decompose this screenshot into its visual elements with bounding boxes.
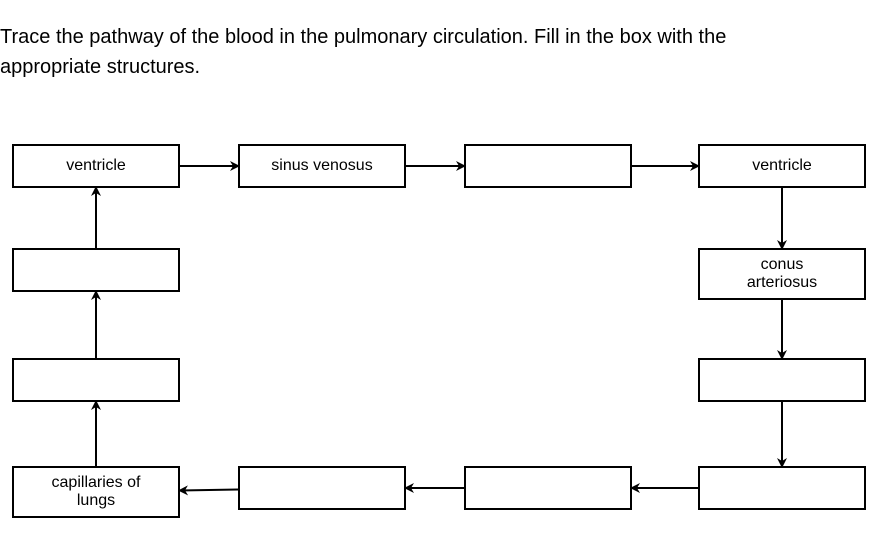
flow-box-n3 — [464, 144, 632, 188]
flow-box-n8 — [464, 466, 632, 510]
flow-box-n4: ventricle — [698, 144, 866, 188]
instruction-text: Trace the pathway of the blood in the pu… — [0, 22, 860, 82]
flow-box-n6 — [698, 358, 866, 402]
flow-box-label: conus arteriosus — [747, 256, 817, 293]
flow-box-n5: conus arteriosus — [698, 248, 866, 300]
flow-arrow — [180, 489, 238, 490]
flow-box-label: ventricle — [752, 157, 812, 175]
flow-box-n7 — [698, 466, 866, 510]
flow-box-n12 — [12, 248, 180, 292]
flow-box-n10: capillaries of lungs — [12, 466, 180, 518]
flow-box-n9 — [238, 466, 406, 510]
flow-box-label: ventricle — [66, 157, 126, 175]
flow-box-n2: sinus venosus — [238, 144, 406, 188]
flow-box-n1: ventricle — [12, 144, 180, 188]
flow-box-label: capillaries of lungs — [52, 474, 141, 511]
flow-box-label: sinus venosus — [271, 157, 372, 175]
instruction-line1: Trace the pathway of the blood in the pu… — [0, 26, 726, 48]
instruction-line2: appropriate structures. — [0, 56, 200, 78]
flow-box-n11 — [12, 358, 180, 402]
